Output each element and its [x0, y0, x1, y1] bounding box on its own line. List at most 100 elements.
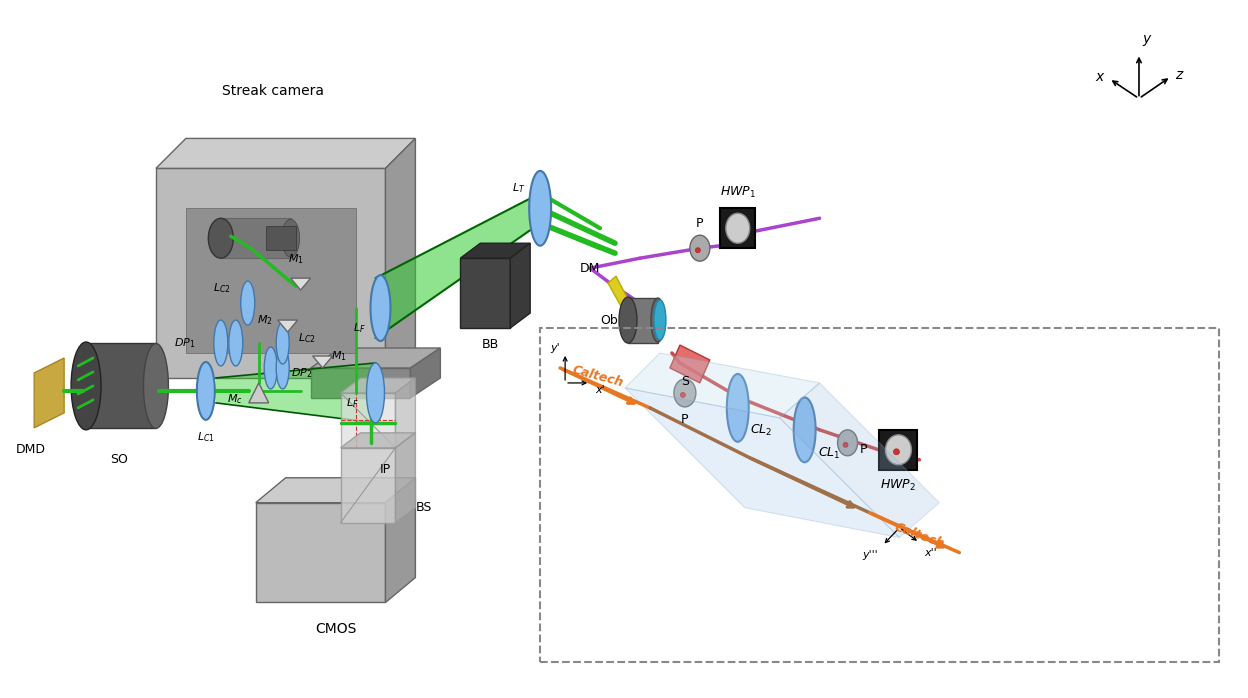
Polygon shape — [186, 208, 356, 353]
Polygon shape — [625, 388, 900, 537]
Ellipse shape — [794, 397, 816, 462]
Polygon shape — [312, 356, 332, 368]
Polygon shape — [156, 353, 416, 378]
Ellipse shape — [844, 443, 849, 447]
Polygon shape — [386, 477, 416, 602]
Polygon shape — [386, 138, 416, 378]
Text: P: P — [860, 443, 867, 456]
Ellipse shape — [837, 430, 857, 456]
Text: z: z — [1174, 68, 1182, 82]
Text: $CL_1$: $CL_1$ — [817, 446, 840, 461]
Polygon shape — [625, 353, 820, 418]
Ellipse shape — [529, 171, 552, 246]
Polygon shape — [510, 243, 530, 328]
Polygon shape — [396, 378, 416, 448]
Polygon shape — [266, 226, 296, 250]
Ellipse shape — [726, 214, 750, 243]
Text: $L_{C2}$: $L_{C2}$ — [213, 281, 231, 295]
Polygon shape — [256, 477, 416, 503]
Ellipse shape — [654, 300, 666, 340]
Ellipse shape — [894, 449, 900, 455]
Polygon shape — [311, 348, 441, 368]
Ellipse shape — [213, 320, 228, 366]
Text: Caltech: Caltech — [572, 363, 625, 389]
Polygon shape — [461, 243, 530, 258]
Ellipse shape — [197, 362, 215, 420]
Polygon shape — [216, 363, 376, 423]
Text: $L_F$: $L_F$ — [353, 321, 366, 335]
Ellipse shape — [619, 297, 636, 343]
Text: $M_2$: $M_2$ — [257, 313, 273, 327]
Text: $HWP_1$: $HWP_1$ — [720, 185, 756, 200]
Ellipse shape — [651, 298, 665, 342]
Text: BS: BS — [416, 501, 432, 514]
Text: $L_F$: $L_F$ — [346, 396, 358, 410]
Ellipse shape — [282, 219, 300, 257]
Ellipse shape — [726, 374, 749, 442]
Polygon shape — [86, 343, 156, 428]
Ellipse shape — [71, 342, 101, 430]
Text: P: P — [681, 413, 689, 426]
Polygon shape — [156, 168, 386, 378]
Text: $DP_2$: $DP_2$ — [291, 366, 312, 380]
Text: Caltech: Caltech — [892, 521, 946, 551]
Text: SO: SO — [110, 453, 129, 466]
Ellipse shape — [367, 363, 384, 423]
Polygon shape — [880, 430, 917, 470]
Ellipse shape — [680, 392, 685, 397]
Polygon shape — [341, 378, 416, 393]
Ellipse shape — [265, 347, 277, 389]
Ellipse shape — [276, 322, 290, 364]
Polygon shape — [396, 433, 416, 523]
Ellipse shape — [371, 275, 391, 341]
Ellipse shape — [228, 320, 243, 366]
Text: $HWP_2$: $HWP_2$ — [881, 477, 916, 493]
Polygon shape — [341, 448, 396, 523]
Text: Ob: Ob — [600, 313, 618, 327]
Polygon shape — [780, 383, 940, 537]
Polygon shape — [720, 208, 755, 248]
Text: Streak camera: Streak camera — [222, 84, 323, 98]
Text: DM: DM — [579, 262, 600, 274]
Ellipse shape — [695, 248, 700, 253]
Polygon shape — [670, 345, 710, 383]
Polygon shape — [248, 383, 268, 403]
Polygon shape — [376, 193, 540, 338]
Text: $CL_2$: $CL_2$ — [750, 423, 773, 438]
Polygon shape — [341, 393, 396, 448]
Text: $M_1$: $M_1$ — [288, 253, 303, 266]
Text: x': x' — [595, 385, 605, 395]
Polygon shape — [278, 320, 298, 332]
Polygon shape — [608, 276, 630, 308]
Text: x: x — [1096, 70, 1104, 84]
Polygon shape — [34, 358, 64, 428]
Text: $M_c$: $M_c$ — [227, 392, 243, 406]
Polygon shape — [256, 503, 386, 602]
Polygon shape — [628, 298, 658, 343]
Polygon shape — [291, 278, 311, 290]
Ellipse shape — [241, 281, 255, 325]
Polygon shape — [221, 218, 291, 258]
Ellipse shape — [674, 379, 696, 407]
Ellipse shape — [886, 435, 911, 465]
Text: CMOS: CMOS — [314, 623, 356, 637]
Text: $L_{C1}$: $L_{C1}$ — [197, 430, 215, 444]
Polygon shape — [156, 138, 416, 168]
Ellipse shape — [276, 347, 290, 389]
Ellipse shape — [144, 343, 168, 429]
Text: y''': y''' — [862, 549, 877, 560]
Text: $L_T$: $L_T$ — [512, 181, 525, 195]
Text: DMD: DMD — [16, 443, 46, 456]
Polygon shape — [341, 433, 416, 448]
Ellipse shape — [690, 235, 710, 261]
Polygon shape — [411, 348, 441, 398]
Text: S: S — [681, 375, 689, 388]
Polygon shape — [461, 258, 510, 328]
Text: x'': x'' — [925, 548, 937, 558]
Text: y: y — [1142, 31, 1151, 45]
Text: P: P — [696, 217, 704, 230]
Text: $M_1$: $M_1$ — [331, 349, 347, 363]
Text: y': y' — [550, 343, 560, 353]
Text: BB: BB — [482, 338, 499, 351]
Text: IP: IP — [379, 463, 391, 476]
